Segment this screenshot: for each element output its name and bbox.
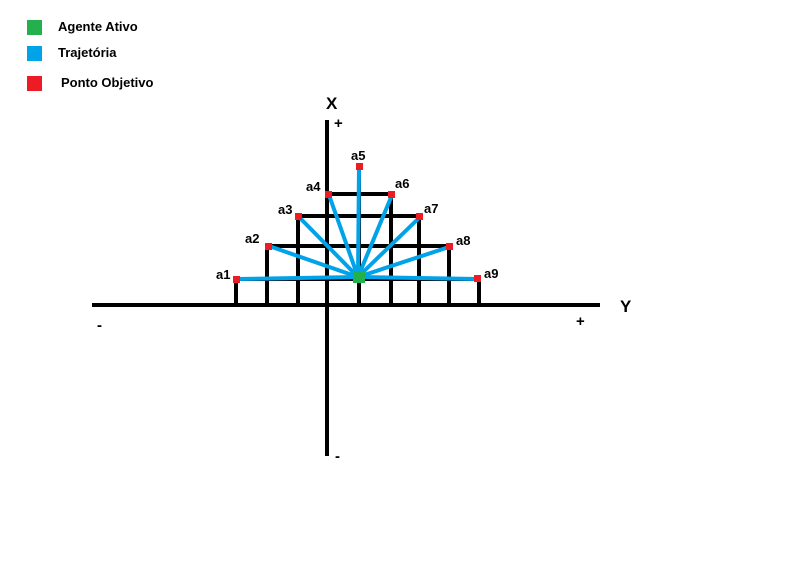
target-a6 [388, 191, 395, 198]
trajectory-a5 [356, 165, 361, 279]
point-label-a2: a2 [245, 231, 259, 246]
legend-swatch-target [27, 76, 42, 91]
trajectory-a2 [267, 244, 360, 279]
y-axis-minus-sign: - [97, 317, 102, 334]
trajectory-a9 [356, 275, 479, 281]
legend-swatch-agent [27, 20, 42, 35]
trajectories [235, 165, 479, 281]
y-axis-label: Y [620, 297, 632, 316]
trajectory-a3 [297, 215, 360, 279]
target-a9 [474, 275, 481, 282]
target-a4 [325, 191, 332, 198]
point-label-a5: a5 [351, 148, 365, 163]
legend-label-trajectory: Trajetória [58, 45, 117, 60]
trajectory-a6 [356, 193, 394, 279]
target-a8 [446, 243, 453, 250]
trajectory-a1 [235, 275, 360, 281]
point-labels: a1 a2 a3 a4 a5 a6 a7 a8 a9 [216, 148, 498, 282]
point-label-a4: a4 [306, 179, 321, 194]
trajectory-a7 [356, 215, 422, 279]
point-label-a8: a8 [456, 233, 470, 248]
x-axis-label: X [326, 94, 338, 113]
x-axis-plus-sign: + [334, 115, 343, 132]
target-a5 [356, 163, 363, 170]
target-points [233, 163, 481, 283]
x-axis-minus-sign: - [335, 448, 340, 465]
legend-label-agent: Agente Ativo [58, 19, 138, 34]
y-axis-plus-sign: + [576, 313, 585, 330]
legend: Agente Ativo Trajetória Ponto Objetivo [27, 19, 154, 91]
target-a1 [233, 276, 240, 283]
legend-swatch-trajectory [27, 46, 42, 61]
target-a3 [295, 213, 302, 220]
point-label-a7: a7 [424, 201, 438, 216]
legend-label-target: Ponto Objetivo [61, 75, 154, 90]
point-label-a1: a1 [216, 267, 230, 282]
trajectory-a4 [327, 193, 360, 279]
point-label-a9: a9 [484, 266, 498, 281]
point-label-a3: a3 [278, 202, 292, 217]
trajectory-a8 [356, 245, 451, 279]
axes [92, 120, 600, 456]
target-a7 [416, 213, 423, 220]
point-label-a6: a6 [395, 176, 409, 191]
active-agent [353, 272, 365, 283]
target-a2 [265, 243, 272, 250]
